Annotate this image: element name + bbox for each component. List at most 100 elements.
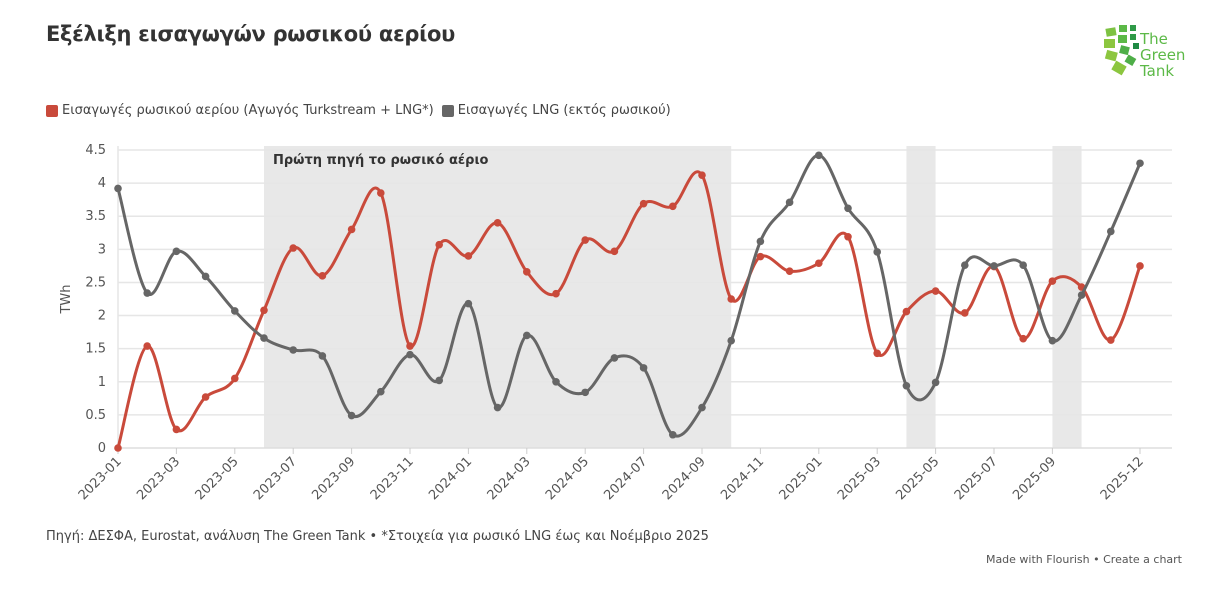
data-point-1 [114,184,122,193]
y-tick-label: 2 [98,309,106,324]
data-point-1 [260,334,268,342]
data-point-1 [727,336,735,345]
y-tick-label: 1.5 [85,342,106,357]
data-point-0 [464,252,473,260]
data-point-1 [1048,336,1057,345]
data-point-1 [406,350,414,359]
data-point-0 [815,259,823,268]
data-point-0 [289,244,298,252]
x-tick-label: 2024-01 [426,454,475,503]
data-point-1 [289,346,298,354]
x-tick-label: 2023-09 [309,454,358,503]
data-point-0 [260,306,268,315]
y-tick-label: 1 [98,375,106,390]
data-point-0 [1048,277,1057,285]
flourish-credit[interactable]: Made with Flourish • Create a chart [985,553,1182,566]
source-note: Πηγή: ΔΕΣΦΑ, Eurostat, ανάλυση The Green… [46,529,709,544]
data-point-1 [172,247,181,256]
data-point-0 [727,295,735,303]
data-point-1 [231,307,239,315]
legend-label: Εισαγωγές LNG (εκτός ρωσικού) [457,103,671,118]
data-point-0 [377,189,385,197]
data-point-1 [1107,227,1115,236]
legend: Εισαγωγές ρωσικού αερίου (Αγωγός Turkstr… [46,103,671,118]
chart-title: Εξέλιξη εισαγωγών ρωσικού αερίου [46,22,455,46]
data-point-0 [406,342,414,350]
legend-swatch [441,104,454,117]
data-point-1 [1136,159,1144,168]
shaded-range-label: Πρώτη πηγή το ρωσικό αέριο [273,153,489,168]
x-tick-label: 2024-11 [718,454,767,503]
x-tick-label: 2024-05 [543,454,592,503]
data-point-1 [318,352,327,360]
data-point-0 [698,171,706,179]
legend-item-lng[interactable]: Εισαγωγές LNG (εκτός ρωσικού) [441,103,671,118]
data-point-1 [873,248,881,256]
y-tick-label: 0 [98,441,106,456]
data-point-1 [377,387,385,396]
x-tick-label: 2024-07 [601,454,650,503]
data-point-1 [610,354,619,362]
data-point-0 [493,219,502,227]
data-point-1 [902,381,911,390]
y-axis-label: TWh [59,284,74,314]
x-tick-label: 2025-09 [1010,454,1059,503]
data-point-1 [1019,261,1027,270]
data-point-0 [961,309,969,317]
data-point-0 [756,252,765,261]
data-point-1 [493,403,502,412]
data-point-0 [114,444,122,452]
data-point-0 [523,268,531,276]
data-point-1 [581,388,589,397]
shaded-range [1052,146,1082,448]
data-point-1 [523,331,531,340]
data-point-0 [610,247,619,256]
legend-item-russian[interactable]: Εισαγωγές ρωσικού αερίου (Αγωγός Turkstr… [46,103,434,118]
data-point-1 [785,198,794,207]
x-tick-label: 2023-07 [251,454,300,503]
data-point-0 [552,289,560,298]
x-tick-label: 2025-07 [952,454,1001,503]
x-tick-label: 2023-05 [193,454,242,503]
data-point-0 [201,393,210,401]
data-point-1 [698,403,706,412]
data-point-0 [669,202,677,211]
data-point-0 [1107,336,1115,344]
data-point-0 [844,232,852,241]
data-point-1 [961,261,969,270]
data-point-0 [931,287,940,295]
data-point-1 [990,262,998,270]
y-tick-label: 4 [98,176,106,191]
data-point-1 [639,364,648,372]
data-point-0 [1136,262,1144,270]
data-point-0 [581,236,589,244]
data-point-1 [1077,291,1086,299]
x-tick-label: 2024-03 [485,454,534,503]
x-tick-label: 2023-01 [76,454,125,503]
x-tick-label: 2025-01 [777,454,826,503]
x-tick-label: 2025-03 [835,454,884,503]
x-tick-label: 2025-05 [893,454,942,503]
data-point-1 [435,376,444,385]
data-point-1 [143,289,151,297]
data-point-0 [873,349,881,358]
data-point-1 [201,272,210,281]
y-tick-label: 3 [98,242,106,257]
data-point-0 [639,199,648,208]
data-point-0 [231,374,239,383]
data-point-0 [318,272,327,280]
x-tick-label: 2023-11 [368,454,417,503]
series-line-0 [116,170,1142,449]
data-point-0 [143,342,151,350]
data-point-0 [902,307,911,316]
data-point-1 [669,430,677,439]
data-point-1 [931,378,940,387]
data-point-0 [1019,334,1027,343]
data-point-1 [552,377,560,386]
x-tick-label: 2025-12 [1098,454,1147,503]
x-tick-label: 2023-03 [134,454,183,503]
data-point-1 [815,151,823,160]
y-tick-label: 2.5 [85,275,106,290]
svg-text:Green: Green [1140,46,1185,64]
data-point-1 [347,411,356,420]
